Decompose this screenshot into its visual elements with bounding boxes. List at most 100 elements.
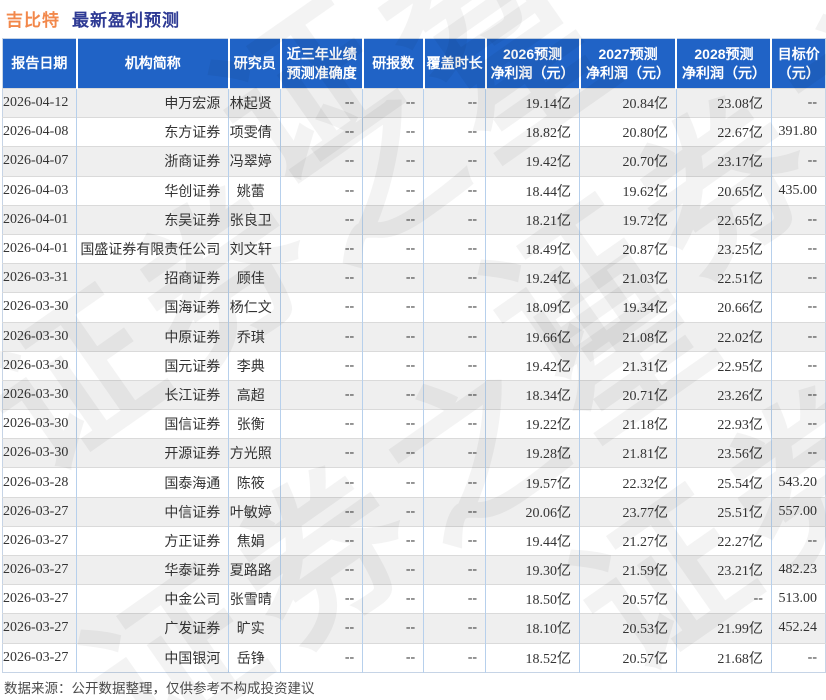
cell-accuracy: -- <box>280 438 363 468</box>
cell-report-count: -- <box>362 87 424 118</box>
cell-target-price: -- <box>770 321 826 352</box>
cell-forecast-2028: 23.08亿 <box>675 87 772 118</box>
cell-forecast-2028: 22.95亿 <box>675 350 772 381</box>
cell-date: 2026-03-27 <box>2 642 77 673</box>
cell-date: 2026-03-27 <box>2 613 77 644</box>
cell-forecast-2027: 19.62亿 <box>579 175 677 206</box>
cell-institution: 东吴证券 <box>76 204 229 235</box>
cell-forecast-2027: 21.08亿 <box>579 321 677 352</box>
cell-report-count: -- <box>362 321 424 352</box>
cell-report-count: -- <box>362 204 424 235</box>
cell-coverage: -- <box>423 146 486 177</box>
cell-institution: 中原证券 <box>76 321 229 352</box>
cell-forecast-2026: 18.82亿 <box>485 117 580 147</box>
column-header-4: 研报数 <box>361 38 424 89</box>
cell-coverage: -- <box>423 409 486 439</box>
cell-target-price: 543.20 <box>770 467 826 498</box>
cell-forecast-2026: 19.57亿 <box>485 467 580 498</box>
cell-accuracy: -- <box>280 467 363 498</box>
cell-report-count: -- <box>362 292 424 322</box>
cell-forecast-2026: 18.52亿 <box>485 642 580 673</box>
table-row: 2026-03-28 国泰海通 陈筱 -- -- -- 19.57亿 22.32亿 25.54亿… <box>2 467 826 498</box>
data-source-note: 数据来源：公开数据整理，仅供参考不构成投资建议 <box>4 681 315 696</box>
cell-target-price: 435.00 <box>770 175 826 206</box>
cell-institution: 浙商证券 <box>76 146 229 177</box>
cell-coverage: -- <box>423 438 486 468</box>
cell-report-count: -- <box>362 642 424 673</box>
cell-institution: 广发证券 <box>76 613 229 644</box>
cell-forecast-2027: 20.87亿 <box>579 233 677 264</box>
cell-target-price: -- <box>770 87 826 118</box>
cell-forecast-2027: 20.57亿 <box>579 584 677 614</box>
cell-forecast-2027: 21.27亿 <box>579 525 677 556</box>
cell-date: 2026-03-30 <box>2 321 77 352</box>
cell-report-count: -- <box>362 117 424 147</box>
cell-target-price: -- <box>770 292 826 322</box>
cell-forecast-2026: 19.42亿 <box>485 350 580 381</box>
forecast-table: 报告日期 机构简称 研究员 近三年业绩 预测准确度 研报数 覆盖时长 2026预测 净利润（元）… <box>2 38 826 673</box>
cell-forecast-2028: 25.54亿 <box>675 467 772 498</box>
table-row: 2026-03-30 国元证券 李典 -- -- -- 19.42亿 21.31亿 22.95亿… <box>2 350 826 381</box>
cell-institution: 中信证券 <box>76 496 229 527</box>
page-title: 吉比特 最新盈利预测 <box>6 6 180 31</box>
cell-forecast-2028: 20.65亿 <box>675 175 772 206</box>
cell-target-price: 513.00 <box>770 584 826 614</box>
cell-institution: 华创证券 <box>76 175 229 206</box>
cell-report-count: -- <box>362 175 424 206</box>
table-row: 2026-04-03 华创证券 姚蕾 -- -- -- 18.44亿 19.62亿 20.65亿… <box>2 175 826 206</box>
cell-accuracy: -- <box>280 87 363 118</box>
cell-analyst: 杨仁文 <box>228 292 281 322</box>
cell-date: 2026-04-12 <box>2 87 77 118</box>
table-row: 2026-03-30 开源证券 方光照 -- -- -- 19.28亿 21.81亿 23.56… <box>2 438 826 468</box>
cell-coverage: -- <box>423 525 486 556</box>
cell-forecast-2026: 18.44亿 <box>485 175 580 206</box>
cell-accuracy: -- <box>280 117 363 147</box>
cell-date: 2026-03-27 <box>2 525 77 556</box>
cell-institution: 长江证券 <box>76 379 229 410</box>
cell-date: 2026-03-27 <box>2 496 77 527</box>
table-row: 2026-04-01 东吴证券 张良卫 -- -- -- 18.21亿 19.72亿 22.65… <box>2 204 826 235</box>
cell-target-price: -- <box>770 233 826 264</box>
cell-forecast-2026: 19.66亿 <box>485 321 580 352</box>
cell-forecast-2027: 20.53亿 <box>579 613 677 644</box>
cell-coverage: -- <box>423 642 486 673</box>
cell-analyst: 顾佳 <box>228 263 281 293</box>
cell-forecast-2028: 23.25亿 <box>675 233 772 264</box>
cell-date: 2026-03-30 <box>2 409 77 439</box>
cell-target-price: -- <box>770 263 826 293</box>
cell-report-count: -- <box>362 350 424 381</box>
cell-report-count: -- <box>362 233 424 264</box>
cell-institution: 东方证券 <box>76 117 229 147</box>
cell-institution: 华泰证券 <box>76 554 229 585</box>
table-row: 2026-03-27 中国银河 岳铮 -- -- -- 18.52亿 20.57亿 21.68亿… <box>2 642 826 673</box>
column-header-8: 2028预测 净利润（元） <box>675 38 772 89</box>
cell-analyst: 焦娟 <box>228 525 281 556</box>
cell-coverage: -- <box>423 554 486 585</box>
cell-forecast-2028: 23.17亿 <box>675 146 772 177</box>
cell-analyst: 叶敏婷 <box>228 496 281 527</box>
column-header-2: 研究员 <box>227 38 281 89</box>
cell-analyst: 张衡 <box>228 409 281 439</box>
cell-accuracy: -- <box>280 146 363 177</box>
cell-forecast-2026: 19.30亿 <box>485 554 580 585</box>
column-header-6: 2026预测 净利润（元） <box>484 38 580 89</box>
cell-forecast-2027: 21.18亿 <box>579 409 677 439</box>
cell-forecast-2028: 21.68亿 <box>675 642 772 673</box>
cell-date: 2026-04-07 <box>2 146 77 177</box>
cell-forecast-2027: 20.70亿 <box>579 146 677 177</box>
cell-target-price: -- <box>770 525 826 556</box>
header-row: 报告日期 机构简称 研究员 近三年业绩 预测准确度 研报数 覆盖时长 2026预测 净利润（元）… <box>2 38 826 89</box>
cell-coverage: -- <box>423 233 486 264</box>
cell-target-price: -- <box>770 204 826 235</box>
column-header-3: 近三年业绩 预测准确度 <box>279 38 363 89</box>
cell-institution: 国泰海通 <box>76 467 229 498</box>
cell-forecast-2026: 18.49亿 <box>485 233 580 264</box>
cell-accuracy: -- <box>280 321 363 352</box>
cell-coverage: -- <box>423 263 486 293</box>
table-row: 2026-03-30 长江证券 高超 -- -- -- 18.34亿 20.71亿 23.26亿… <box>2 379 826 410</box>
cell-report-count: -- <box>362 146 424 177</box>
cell-date: 2026-04-01 <box>2 204 77 235</box>
cell-forecast-2028: 23.56亿 <box>675 438 772 468</box>
cell-forecast-2026: 18.21亿 <box>485 204 580 235</box>
cell-coverage: -- <box>423 613 486 644</box>
